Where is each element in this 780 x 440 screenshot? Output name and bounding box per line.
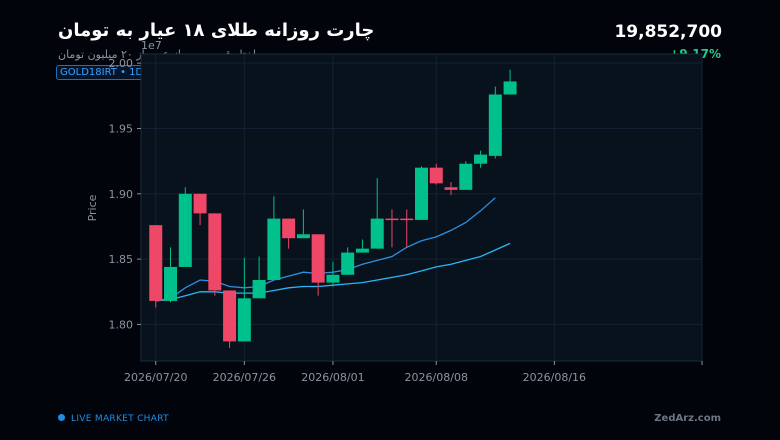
candle-body <box>193 193 207 214</box>
candle-body <box>503 81 517 95</box>
live-indicator: LIVE MARKET CHART <box>58 414 169 424</box>
candle-body <box>400 218 414 221</box>
candle-body <box>341 252 355 275</box>
x-tick-label: 2026/07/20 <box>124 371 187 384</box>
current-price: 19,852,700 <box>614 22 722 42</box>
candle-body <box>252 280 266 299</box>
candle-body <box>326 274 340 283</box>
y-tick-label: 2.00 <box>109 57 134 70</box>
y-axis: 1.80 1.85 1.90 1.95 2.00 <box>109 57 141 331</box>
candle-body <box>296 234 310 239</box>
x-axis: 2026/07/20 2026/07/26 2026/08/01 2026/08/08… <box>124 361 703 384</box>
x-tick-label: 2026/08/08 <box>405 371 468 384</box>
candle-body <box>370 218 384 249</box>
y-tick-label: 1.90 <box>109 188 134 201</box>
candle-body <box>459 163 473 190</box>
symbol-badge[interactable]: GOLD18IRT • 1D <box>56 65 148 80</box>
candle-body <box>488 94 502 156</box>
x-tick-label: 2026/07/26 <box>213 371 276 384</box>
candle-body <box>267 218 281 281</box>
y-tick-label: 1.80 <box>109 318 134 331</box>
y-tick-label: 1.95 <box>109 122 134 135</box>
candle-body <box>237 298 251 342</box>
candle-body <box>355 248 369 253</box>
live-dot-icon <box>58 414 65 421</box>
candle-body <box>208 213 222 291</box>
candle-body <box>311 234 325 283</box>
x-tick-label: 2026/08/16 <box>523 371 586 384</box>
live-label: LIVE MARKET CHART <box>71 414 169 424</box>
candle-body <box>429 167 443 184</box>
candle-body <box>149 225 163 301</box>
candle-body <box>178 193 192 267</box>
candles <box>149 69 517 348</box>
y-axis-label: Price <box>86 194 99 221</box>
candle-body <box>164 266 178 301</box>
brand-watermark: ZedArz.com <box>654 413 721 424</box>
candle-body <box>223 290 237 342</box>
y-axis-offset: 1e7 <box>141 39 162 52</box>
candle-body <box>385 218 399 221</box>
y-tick-label: 1.85 <box>109 253 134 266</box>
grid-lines <box>141 54 703 361</box>
chart-title: چارت روزانه طلای ۱۸ عیار به تومان <box>58 20 375 41</box>
x-tick-label: 2026/08/01 <box>301 371 364 384</box>
candle-body <box>415 167 428 220</box>
candle-body <box>282 218 296 239</box>
candle-body <box>474 154 488 164</box>
candle-body <box>444 187 458 190</box>
